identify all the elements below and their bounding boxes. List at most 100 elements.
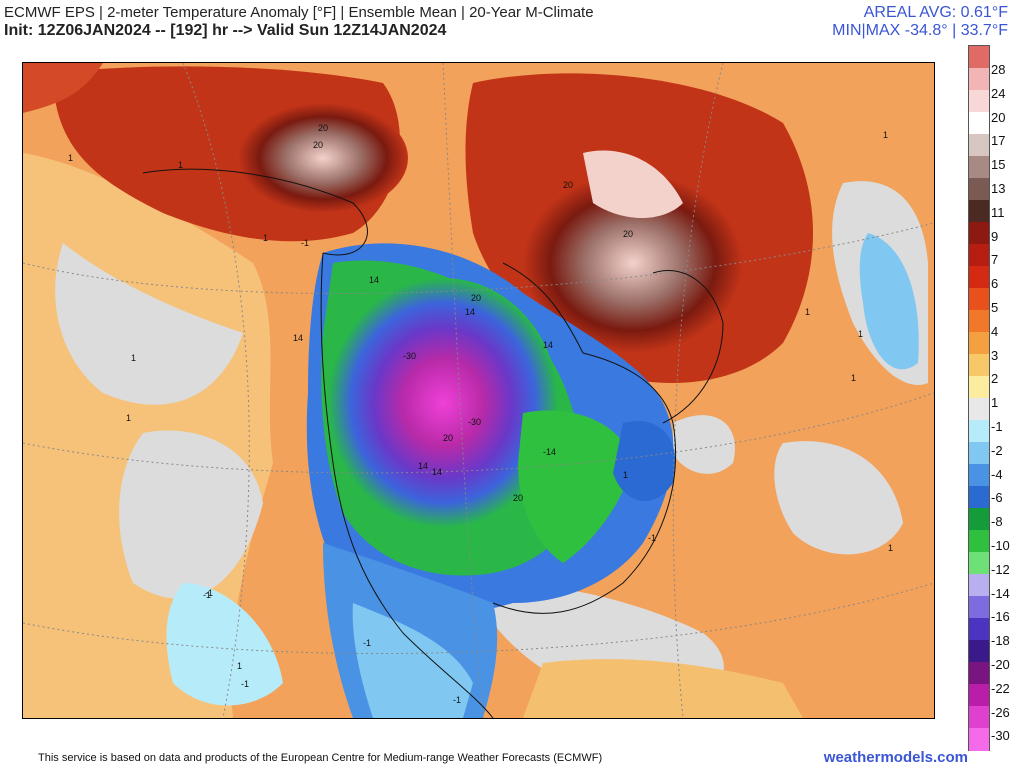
contour-label: 1 (126, 413, 131, 423)
contour-label: 20 (318, 123, 328, 133)
contour-label: -30 (468, 417, 481, 427)
site-link[interactable]: weathermodels.com (823, 749, 968, 766)
color-legend-label: -20 (991, 657, 1010, 672)
map-canvas (23, 63, 934, 718)
color-legend-label: -26 (991, 704, 1010, 720)
color-legend-label: 6 (991, 276, 999, 292)
color-legend-swatch (969, 662, 989, 685)
color-legend-swatch (969, 354, 989, 377)
pacific-neutral-region-2 (119, 430, 263, 599)
color-legend-label: 7 (991, 252, 999, 268)
temperature-anomaly-map: 1 1 1 1 1 1 1 -1 -1 -1 -1 1 1 20 20 20 20 20 14 14 14 14 14 -30… (22, 62, 935, 719)
color-legend-label: -14 (991, 585, 1010, 601)
eastern-us-blue (613, 421, 676, 502)
contour-label: 14 (432, 467, 442, 477)
contour-labels-layer: 1 1 1 1 1 1 1 -1 -1 -1 -1 1 1 20 20 20 20 20 14 14 14 14 14 -30… (68, 123, 893, 705)
color-legend-label: 20 (991, 109, 1006, 125)
color-legend-swatch (969, 68, 989, 91)
contour-label: 14 (293, 333, 303, 343)
color-legend-swatch (969, 376, 989, 399)
color-legend-label: -16 (991, 609, 1010, 625)
color-legend-label: -22 (991, 680, 1010, 696)
color-legend-label: -30 (991, 728, 1010, 744)
color-legend-swatch (969, 178, 989, 201)
color-legend-label: 2 (991, 371, 999, 387)
contour-label: 1 (858, 329, 863, 339)
color-legend-label: -4 (991, 466, 1003, 482)
color-legend-swatch (969, 332, 989, 355)
color-legend-swatch (969, 728, 989, 751)
contour-label: 20 (513, 493, 523, 503)
color-legend-label: 13 (991, 181, 1006, 196)
color-legend-swatch (969, 310, 989, 333)
contour-label: 14 (543, 340, 553, 350)
color-legend-label: -10 (991, 538, 1010, 553)
color-legend-swatch (969, 486, 989, 509)
color-legend-swatch (969, 530, 989, 553)
color-legend-swatch (969, 156, 989, 179)
contour-label: 20 (471, 293, 481, 303)
contour-label: -1 (241, 679, 249, 689)
ecmwf-disclaimer: This service is based on data and produc… (38, 752, 603, 764)
contour-label: 20 (443, 433, 453, 443)
contour-label: -1 (205, 588, 213, 598)
init-valid-time: Init: 12Z06JAN2024 -- [192] hr --> Valid… (4, 22, 447, 39)
chart-title: ECMWF EPS | 2-meter Temperature Anomaly … (4, 4, 594, 21)
contour-label: 1 (131, 353, 136, 363)
atlantic-neutral-region-2 (774, 441, 903, 555)
color-legend (968, 45, 990, 751)
min-max-values: MIN|MAX -34.8° | 33.7°F (832, 22, 1008, 39)
graticule (23, 63, 934, 718)
color-legend-swatch (969, 288, 989, 311)
pacific-cool-region (166, 583, 283, 706)
color-legend-swatch (969, 464, 989, 487)
color-legend-swatch (969, 684, 989, 707)
contour-label: -1 (453, 695, 461, 705)
contour-label: -1 (301, 238, 309, 248)
contour-label: 1 (883, 130, 888, 140)
contour-label: 20 (623, 229, 633, 239)
color-legend-swatch (969, 442, 989, 465)
areal-average: AREAL AVG: 0.61°F (863, 4, 1008, 21)
contour-label: 1 (851, 373, 856, 383)
color-legend-swatch (969, 420, 989, 443)
color-legend-label: 4 (991, 323, 999, 339)
color-legend-label: 15 (991, 157, 1006, 173)
color-legend-swatch (969, 112, 989, 135)
color-legend-swatch (969, 706, 989, 729)
contour-label: 1 (263, 233, 268, 243)
color-legend-label: 17 (991, 133, 1006, 149)
color-legend-swatch (969, 134, 989, 157)
color-legend-label: -1 (991, 419, 1003, 434)
contour-label: 20 (563, 180, 573, 190)
color-legend-swatch (969, 552, 989, 575)
greenland-peak-anomaly (583, 150, 683, 218)
color-legend-swatch (969, 398, 989, 421)
contour-label: 20 (313, 140, 323, 150)
color-legend-swatch (969, 90, 989, 113)
cold-anomaly-core (328, 278, 558, 528)
color-legend-label: -12 (991, 561, 1010, 577)
color-legend-label: 1 (991, 395, 999, 411)
coastlines (142, 168, 724, 718)
eastern-us-green (518, 410, 633, 563)
contour-label: -1 (203, 590, 211, 600)
contour-label: -1 (648, 533, 656, 543)
color-legend-label: 9 (991, 228, 999, 244)
color-legend-label: 24 (991, 85, 1006, 101)
hudson-bay-peak-anomaly (523, 173, 743, 353)
color-legend-label: -2 (991, 442, 1003, 458)
color-legend-label: 11 (991, 204, 1005, 220)
contour-label: 1 (623, 470, 628, 480)
color-legend-swatch (969, 596, 989, 619)
color-legend-label: -18 (991, 633, 1010, 649)
pacific-neutral-region (55, 243, 244, 405)
color-legend-label: 3 (991, 347, 999, 363)
color-legend-swatch (969, 618, 989, 641)
color-legend-label: 28 (991, 62, 1006, 77)
contour-label: 14 (465, 307, 475, 317)
contour-label: -14 (543, 447, 556, 457)
color-legend-swatch (969, 574, 989, 597)
mexico-cooler-region (352, 603, 473, 718)
contour-label: -30 (403, 351, 416, 361)
